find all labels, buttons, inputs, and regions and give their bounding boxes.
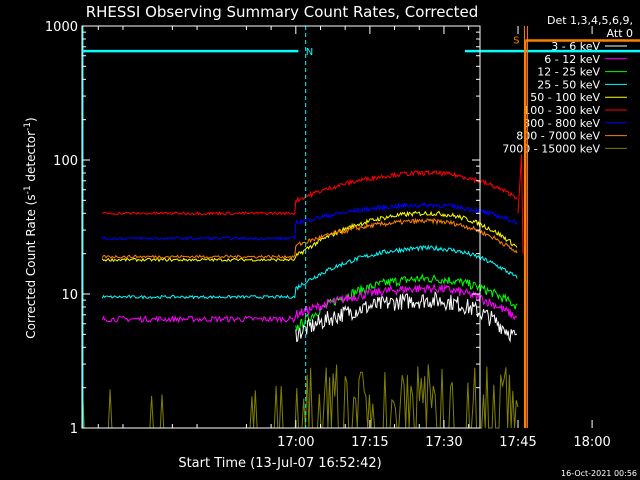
x-axis-label: Start Time (13-Jul-07 16:52:42) xyxy=(178,456,381,471)
plot-area: NS110100100017:0017:1517:3017:4518:0018:… xyxy=(45,20,640,450)
legend-label: 50 - 100 keV xyxy=(530,91,600,104)
y-axis-label-tail: ) xyxy=(24,117,38,122)
y-axis-label-mid: detector xyxy=(24,131,38,186)
legend-label: 800 - 7000 keV xyxy=(516,130,600,143)
series-line xyxy=(101,217,518,259)
legend-label: 100 - 300 keV xyxy=(523,104,600,117)
x-tick-label: 17:15 xyxy=(351,435,388,450)
legend-header-line-1: Det 1,3,4,5,6,9, xyxy=(547,14,633,27)
legend-label: 300 - 800 keV xyxy=(523,117,600,130)
y-tick-label: 100 xyxy=(53,154,78,169)
series-line xyxy=(101,244,518,300)
plot-frame xyxy=(81,25,481,429)
y-axis-label-sup1: -1 xyxy=(23,185,33,194)
x-tick-label: 17:45 xyxy=(499,435,536,450)
legend-label: 12 - 25 keV xyxy=(537,66,600,79)
legend-label: 7000 - 15000 keV xyxy=(502,142,600,155)
timestamp: 16-Oct-2021 00:56 xyxy=(561,469,637,478)
x-tick-label: 17:00 xyxy=(277,435,314,450)
x-tick-label: 18:00 xyxy=(573,435,610,450)
y-axis-label-main: Corrected Count Rate (s xyxy=(24,194,38,338)
series-line xyxy=(101,210,518,263)
y-axis-label: Corrected Count Rate (s-1 detector-1) xyxy=(23,117,38,338)
legend-label: 25 - 50 keV xyxy=(537,78,600,91)
legend-label: 3 - 6 keV xyxy=(551,40,600,53)
legend-header-line-2: Att 0 xyxy=(607,27,633,40)
chart-title: RHESSI Observing Summary Count Rates, Co… xyxy=(86,3,479,21)
series-line xyxy=(101,283,518,324)
flag-label-n: N xyxy=(306,47,313,58)
y-tick-label: 10 xyxy=(61,288,78,303)
series-line xyxy=(101,169,518,216)
flag-label-s: S xyxy=(513,36,519,47)
y-tick-label: 1 xyxy=(70,422,78,437)
series-line xyxy=(101,201,518,241)
x-tick-label: 17:30 xyxy=(425,435,462,450)
y-tick-label: 1000 xyxy=(45,20,78,35)
flare-spike xyxy=(517,154,524,254)
series-line xyxy=(82,364,519,429)
y-axis-label-sup2: -1 xyxy=(23,122,33,131)
legend-label: 6 - 12 keV xyxy=(544,53,600,66)
